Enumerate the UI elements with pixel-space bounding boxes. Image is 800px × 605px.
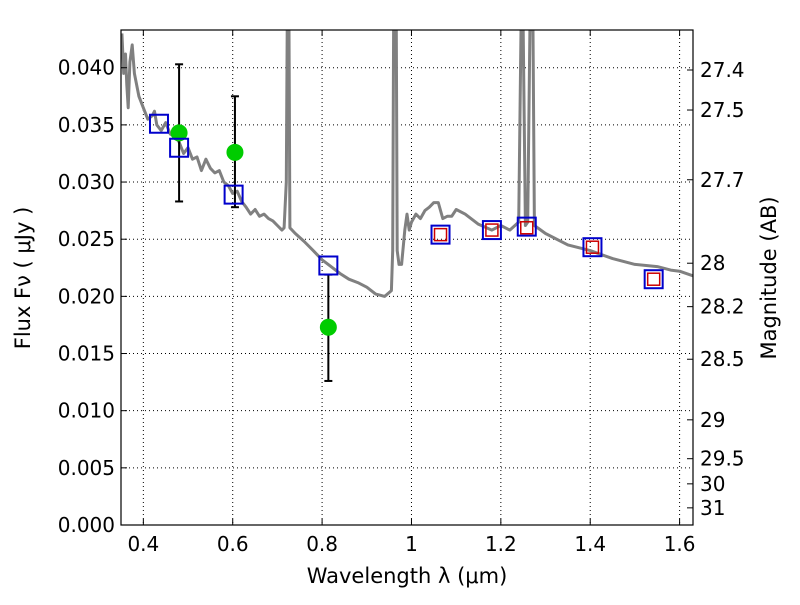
x-axis-label: Wavelength λ (μm) (307, 564, 508, 588)
x-tick-label: 1.4 (574, 532, 606, 556)
observed-photometry-square (585, 240, 600, 254)
x-tick-label: 0.4 (127, 532, 159, 556)
right-tick-label: 27.5 (700, 98, 745, 122)
model-photometry-square (430, 224, 451, 245)
right-tick-label: 29.5 (700, 447, 745, 471)
observed-photometry-square (646, 272, 661, 286)
y-tick-label: 0.040 (58, 56, 115, 80)
observed-flux-point (319, 318, 337, 336)
data-series (121, 30, 693, 382)
model-photometry-square (643, 269, 664, 290)
y-tick-label: 0.015 (58, 342, 115, 366)
model-photometry-square (223, 184, 244, 205)
x-tick-label: 1 (405, 532, 418, 556)
grid (121, 30, 693, 525)
sed-model-line (121, 30, 693, 298)
observed-flux-point (226, 143, 244, 161)
x-tick-label: 0.6 (217, 532, 249, 556)
y-tick-label: 0.010 (58, 399, 115, 423)
observed-photometry-square (485, 223, 499, 237)
right-tick-label: 27.4 (700, 58, 745, 82)
right-tick-label: 30 (700, 472, 725, 496)
x-tick-label: 1.6 (664, 532, 696, 556)
y-tick-label: 0.030 (58, 170, 115, 194)
y-tick-label: 0.035 (58, 113, 115, 137)
right-tick-label: 28 (700, 251, 725, 275)
y-tick-label: 0.020 (58, 284, 115, 308)
x-tick-label: 0.8 (306, 532, 338, 556)
x-tick-label: 1.2 (485, 532, 517, 556)
right-tick-label: 29 (700, 408, 725, 432)
right-tick-label: 28.2 (700, 295, 745, 319)
axis-ticks: 0.4 0.6 0.8 1 1.2 1.4 1.6 0.000 0.005 0.010 0.015 0… (58, 30, 745, 556)
right-tick-label: 28.5 (700, 347, 745, 371)
model-photometry-square (148, 113, 169, 134)
model-photometry-square (481, 220, 502, 241)
y-tick-label: 0.000 (58, 513, 115, 537)
y-axis-label: Flux Fν ( μJy ) (11, 207, 35, 350)
right-tick-label: 27.7 (700, 168, 745, 192)
observed-photometry-square (520, 221, 534, 235)
y-tick-label: 0.005 (58, 456, 115, 480)
model-photometry-square (169, 137, 190, 158)
model-photometry-square (516, 216, 537, 237)
observed-flux-point (170, 124, 188, 142)
right-axis-label: Magnitude (AB) (757, 196, 781, 359)
right-tick-label: 31 (700, 496, 725, 520)
plot-frame (120, 29, 694, 526)
model-photometry-square (318, 255, 339, 276)
observed-photometry-square (433, 227, 448, 242)
model-photometry-square (582, 237, 603, 258)
clipped-series (121, 30, 693, 382)
y-tick-label: 0.025 (58, 227, 115, 251)
